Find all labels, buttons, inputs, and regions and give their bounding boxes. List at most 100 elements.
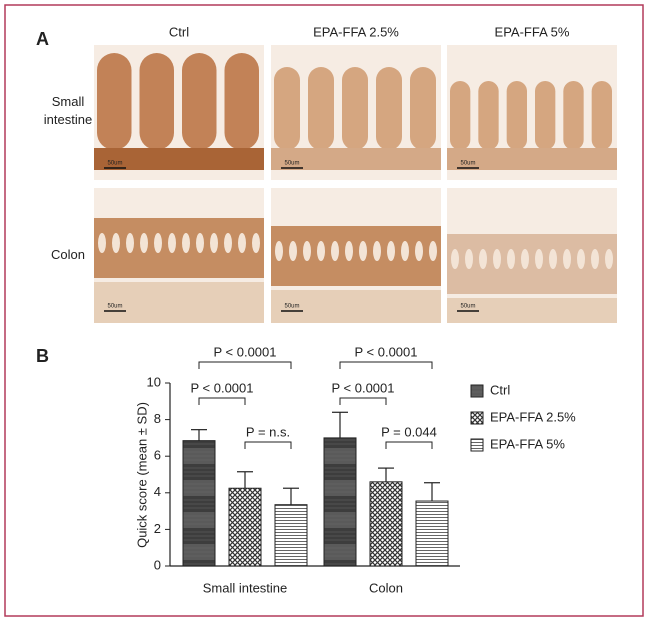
- significance-bracket: [198, 361, 292, 369]
- legend-swatch: [470, 411, 484, 425]
- crypt: [154, 233, 162, 253]
- y-axis-label: Quick score (mean ± SD): [134, 402, 149, 548]
- panel-label: A: [36, 29, 49, 49]
- crypt: [140, 233, 148, 253]
- bar: [182, 440, 216, 567]
- crypt: [196, 233, 204, 253]
- y-tick-label: 4: [154, 484, 161, 499]
- crypt-layer: [94, 218, 264, 278]
- crypt: [112, 233, 120, 253]
- muscle: [94, 282, 264, 323]
- villus: [506, 81, 527, 150]
- y-tick-label: 0: [154, 557, 161, 572]
- villus: [224, 53, 259, 150]
- bar: [228, 487, 262, 567]
- crypt-layer: [271, 226, 441, 286]
- row-label: Colon: [51, 246, 85, 262]
- significance-label: P < 0.0001: [331, 380, 394, 395]
- micrograph: 50um: [447, 188, 617, 323]
- y-tick-label: 10: [147, 374, 161, 389]
- crypt: [605, 249, 613, 269]
- crypt: [303, 241, 311, 261]
- scale-bar-label: 50um: [284, 161, 299, 167]
- significance-bracket: [198, 397, 246, 405]
- crypt: [289, 241, 297, 261]
- significance-label: P = 0.044: [381, 424, 437, 439]
- frame: [4, 4, 644, 617]
- scale-bar-label: 50um: [460, 304, 475, 310]
- crypt: [224, 233, 232, 253]
- micrograph: 50um: [94, 45, 264, 180]
- significance-label: P < 0.0001: [190, 380, 253, 395]
- scale-bar-label: 50um: [107, 161, 122, 167]
- crypt: [429, 241, 437, 261]
- villus: [274, 67, 300, 150]
- column-header: EPA-FFA 2.5%: [313, 24, 399, 39]
- scale-bar-label: 50um: [284, 304, 299, 310]
- crypt: [479, 249, 487, 269]
- micrograph: 50um: [271, 45, 441, 180]
- villus: [97, 53, 132, 150]
- crypt: [238, 233, 246, 253]
- crypt: [401, 241, 409, 261]
- villus: [308, 67, 334, 150]
- crypt: [591, 249, 599, 269]
- legend-swatch: [470, 438, 484, 452]
- y-tick-label: 2: [154, 521, 161, 536]
- bar: [415, 500, 449, 567]
- villus: [450, 81, 471, 150]
- villus: [410, 67, 436, 150]
- mucosa: [447, 148, 617, 170]
- panel-label: B: [36, 346, 49, 366]
- significance-bracket: [385, 441, 433, 449]
- legend-swatch: [470, 384, 484, 398]
- significance-bracket: [339, 397, 387, 405]
- crypt: [182, 233, 190, 253]
- y-tick-label: 6: [154, 448, 161, 463]
- scale-bar-label: 50um: [460, 161, 475, 167]
- bar: [369, 481, 403, 567]
- villus: [591, 81, 612, 150]
- y-tick-label: 8: [154, 411, 161, 426]
- bar: [323, 437, 357, 567]
- crypt: [451, 249, 459, 269]
- villus: [535, 81, 556, 150]
- crypt: [317, 241, 325, 261]
- crypt: [493, 249, 501, 269]
- x-tick-label: Small intestine: [203, 580, 288, 595]
- bar: [274, 504, 308, 567]
- crypt: [507, 249, 515, 269]
- row-label: Small intestine: [43, 93, 93, 127]
- muscle: [271, 290, 441, 323]
- villus: [182, 53, 217, 150]
- villus: [563, 81, 584, 150]
- villus: [376, 67, 402, 150]
- crypt: [535, 249, 543, 269]
- significance-label: P < 0.0001: [213, 344, 276, 359]
- mucosa: [271, 148, 441, 170]
- micrograph: 50um: [447, 45, 617, 180]
- legend-label: EPA-FFA 5%: [490, 436, 565, 451]
- mucosa: [94, 148, 264, 170]
- crypt-layer: [447, 234, 617, 294]
- crypt: [549, 249, 557, 269]
- micrograph: 50um: [94, 188, 264, 323]
- significance-label: P < 0.0001: [354, 344, 417, 359]
- crypt: [126, 233, 134, 253]
- column-header: EPA-FFA 5%: [495, 24, 570, 39]
- crypt: [275, 241, 283, 261]
- significance-bracket: [244, 441, 292, 449]
- crypt: [465, 249, 473, 269]
- villus: [342, 67, 368, 150]
- crypt: [168, 233, 176, 253]
- x-tick-label: Colon: [369, 580, 403, 595]
- crypt: [521, 249, 529, 269]
- crypt: [373, 241, 381, 261]
- crypt: [345, 241, 353, 261]
- crypt: [359, 241, 367, 261]
- villus: [139, 53, 174, 150]
- crypt: [210, 233, 218, 253]
- legend-label: Ctrl: [490, 382, 510, 397]
